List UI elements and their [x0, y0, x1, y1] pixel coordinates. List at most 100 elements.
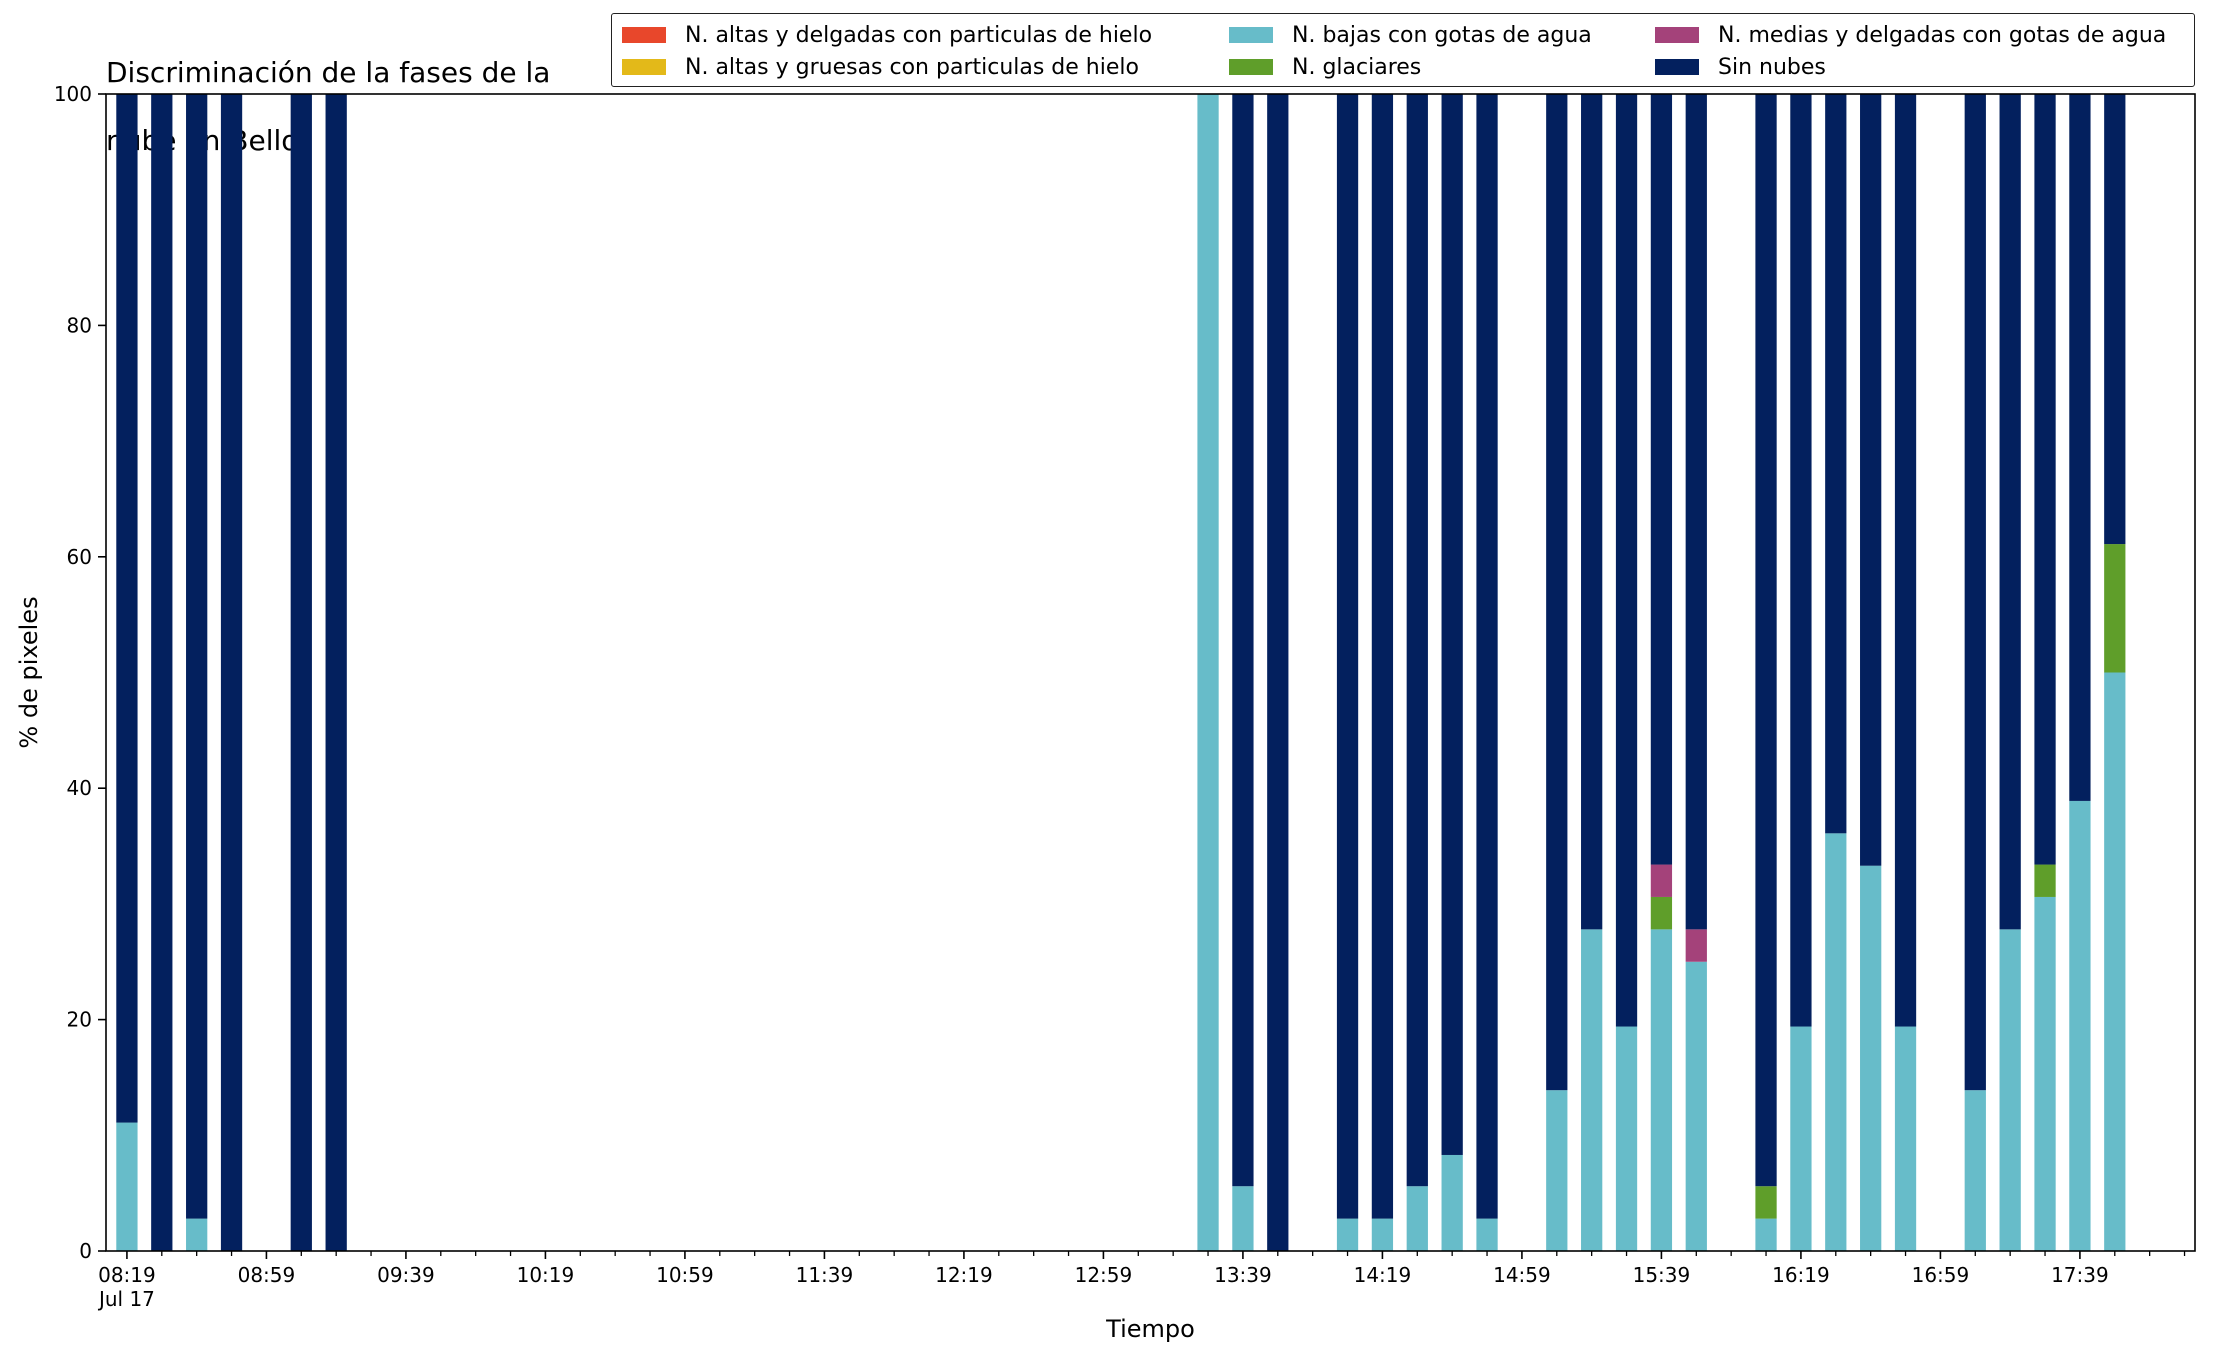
bar-segment: [1441, 1154, 1463, 1251]
legend-label-medias-delgadas: N. medias y delgadas con gotas de agua: [1718, 22, 2167, 48]
bar-segment: [116, 1122, 138, 1251]
x-tick-label: 11:39: [796, 1263, 854, 1287]
legend-item-altas-gruesas: N. altas y gruesas con particulas de hie…: [622, 52, 1139, 82]
y-tick-label: 60: [67, 545, 92, 569]
bar-segment: [2034, 896, 2056, 1251]
y-tick-label: 100: [54, 82, 92, 106]
bar-segment: [1860, 94, 1882, 866]
bar-segment: [2034, 864, 2056, 897]
bar-segment: [1894, 1026, 1917, 1251]
bar-segment: [1406, 94, 1428, 1187]
legend-label-altas-gruesas: N. altas y gruesas con particulas de hie…: [685, 54, 1139, 80]
bar-segment: [1650, 94, 1673, 865]
x-tick-label: 12:59: [1075, 1263, 1133, 1287]
bar-segment: [1336, 94, 1359, 1219]
x-tick-label: 09:39: [377, 1263, 435, 1287]
y-tick-label: 20: [67, 1008, 92, 1032]
bar-segment: [2104, 672, 2126, 1251]
bar-segment: [2069, 94, 2091, 801]
bar-segment: [1790, 1026, 1812, 1251]
bar-segment: [1999, 929, 2021, 1251]
bar-segment: [186, 1218, 208, 1251]
bar-segment: [1476, 94, 1498, 1219]
y-tick-label: 80: [67, 313, 92, 337]
bar-segment: [1232, 1186, 1254, 1251]
legend-item-bajas-gotas: N. bajas con gotas de agua: [1229, 20, 1592, 50]
bar-segment: [1615, 94, 1638, 1027]
bar-segment: [325, 94, 347, 1251]
bar-segment: [290, 94, 312, 1251]
bar-segment: [1825, 94, 1847, 834]
x-tick-label: 10:59: [656, 1263, 714, 1287]
bar-segment: [186, 94, 208, 1219]
bar-segment: [1650, 896, 1673, 930]
bar-segment: [1755, 1186, 1777, 1219]
x-date-label: Jul 17: [97, 1287, 155, 1311]
bar-segment: [1894, 94, 1917, 1027]
x-axis-label: Tiempo: [1105, 1315, 1195, 1343]
legend-item-glaciares: N. glaciares: [1229, 52, 1421, 82]
bar-segment: [1406, 1186, 1428, 1251]
bar-segment: [1685, 94, 1707, 930]
y-tick-label: 0: [79, 1239, 92, 1263]
x-tick-label: 08:59: [238, 1263, 296, 1287]
legend-label-altas-delgadas: N. altas y delgadas con particulas de hi…: [685, 22, 1153, 48]
bar-segment: [1650, 929, 1673, 1251]
chart-title-line-1: Discriminación de la fases de la: [106, 56, 551, 89]
bar-segment: [1755, 1218, 1777, 1251]
legend-swatch-glaciares: [1229, 59, 1273, 75]
x-tick-label: 12:19: [935, 1263, 993, 1287]
bar-segment: [151, 94, 173, 1251]
y-tick-label: 40: [67, 776, 92, 800]
x-tick-label: 13:39: [1214, 1263, 1272, 1287]
bar-segment: [1999, 94, 2021, 930]
bar-segment: [1371, 94, 1394, 1219]
legend-swatch-altas-delgadas: [622, 27, 666, 43]
legend-item-sin-nubes: Sin nubes: [1655, 52, 1826, 82]
bar-segment: [1860, 865, 1882, 1251]
bar-segment: [220, 94, 243, 1251]
bar-segment: [1964, 94, 1986, 1091]
bar-segment: [1755, 94, 1777, 1187]
legend-swatch-altas-gruesas: [622, 59, 666, 75]
bar-segment: [1685, 961, 1707, 1251]
x-tick-label: 08:19: [98, 1263, 156, 1287]
x-tick-label: 15:39: [1633, 1263, 1691, 1287]
bar-segment: [2034, 94, 2056, 865]
x-tick-label: 14:19: [1354, 1263, 1412, 1287]
bar-segment: [1615, 1026, 1638, 1251]
bar-segment: [1546, 94, 1568, 1091]
legend-item-altas-delgadas: N. altas y delgadas con particulas de hi…: [622, 20, 1152, 50]
bar-segment: [1546, 1090, 1568, 1251]
x-tick-label: 17:39: [2051, 1263, 2109, 1287]
legend: N. altas y delgadas con particulas de hi…: [611, 13, 2195, 87]
bar-segment: [1581, 929, 1603, 1251]
bar-segment: [1336, 1218, 1359, 1251]
bar-segment: [1685, 929, 1707, 962]
bar-segment: [1197, 94, 1219, 1251]
bar-segment: [2069, 800, 2091, 1251]
x-tick-label: 16:59: [1912, 1263, 1970, 1287]
legend-item-medias-delgadas: N. medias y delgadas con gotas de agua: [1655, 20, 2166, 50]
legend-label-glaciares: N. glaciares: [1292, 54, 1422, 80]
x-tick-label: 16:19: [1772, 1263, 1830, 1287]
bar-segment: [2104, 544, 2126, 673]
legend-swatch-sin-nubes: [1655, 59, 1699, 75]
bar-segment: [1581, 94, 1603, 930]
bar-segment: [1371, 1218, 1394, 1251]
bar-segment: [2104, 94, 2126, 545]
plot-frame: [105, 93, 2196, 1252]
bar-segment: [116, 94, 138, 1123]
bar-segment: [1790, 94, 1812, 1027]
bar-segment: [1476, 1218, 1498, 1251]
bar-segment: [1964, 1090, 1986, 1251]
bar-segment: [1825, 833, 1847, 1251]
y-axis-label: % de pixeles: [15, 596, 43, 748]
x-tick-label: 10:19: [517, 1263, 575, 1287]
legend-swatch-medias-delgadas: [1655, 27, 1699, 43]
legend-swatch-bajas-gotas: [1229, 27, 1273, 43]
legend-label-bajas-gotas: N. bajas con gotas de agua: [1292, 22, 1592, 48]
bar-segment: [1232, 94, 1254, 1187]
bar-segment: [1441, 94, 1463, 1155]
